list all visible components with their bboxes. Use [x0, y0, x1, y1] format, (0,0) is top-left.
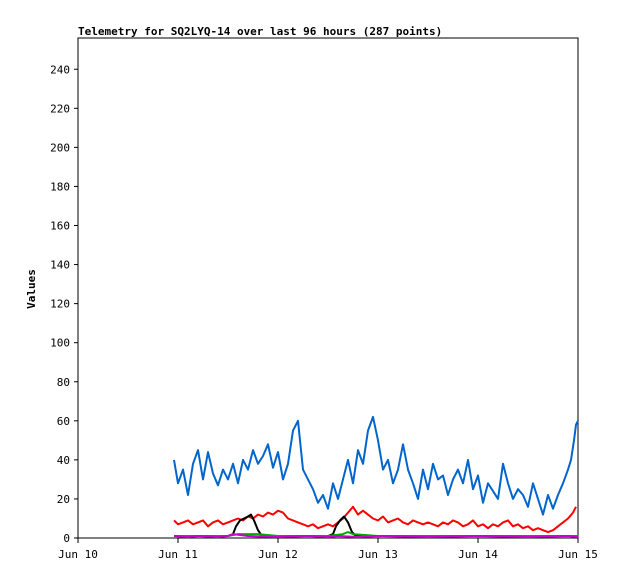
- y-axis: 0 20 40 60 80 100 120 140 160 180 200 220 240: [50, 63, 78, 545]
- x-tick-label: Jun 14: [458, 548, 498, 561]
- y-tick-label: 240: [50, 63, 70, 76]
- x-tick-label: Jun 12: [258, 548, 298, 561]
- plot-area: [77, 37, 579, 539]
- y-tick-label: 20: [57, 493, 70, 506]
- x-tick-label: Jun 10: [58, 548, 98, 561]
- y-tick-label: 220: [50, 102, 70, 115]
- x-tick-label: Jun 15: [558, 548, 598, 561]
- y-tick-label: 180: [50, 180, 70, 193]
- x-axis: Jun 10 Jun 11 Jun 12 Jun 13 Jun 14 Jun 15: [58, 538, 598, 561]
- y-tick-label: 80: [57, 376, 70, 389]
- y-tick-label: 160: [50, 220, 70, 233]
- series-layer: [173, 415, 579, 538]
- series-line-4: [173, 533, 579, 538]
- y-tick-label: 40: [57, 454, 70, 467]
- series-line-0: [173, 415, 579, 516]
- y-tick-label: 200: [50, 141, 70, 154]
- y-tick-label: 0: [63, 532, 70, 545]
- y-tick-label: 120: [50, 298, 70, 311]
- y-axis-label: Values: [25, 269, 38, 309]
- y-tick-label: 100: [50, 337, 70, 350]
- x-tick-label: Jun 13: [358, 548, 398, 561]
- chart-title: Telemetry for SQ2LYQ-14 over last 96 hou…: [78, 25, 442, 38]
- y-tick-label: 60: [57, 415, 70, 428]
- x-tick-label: Jun 11: [158, 548, 198, 561]
- y-tick-label: 140: [50, 259, 70, 272]
